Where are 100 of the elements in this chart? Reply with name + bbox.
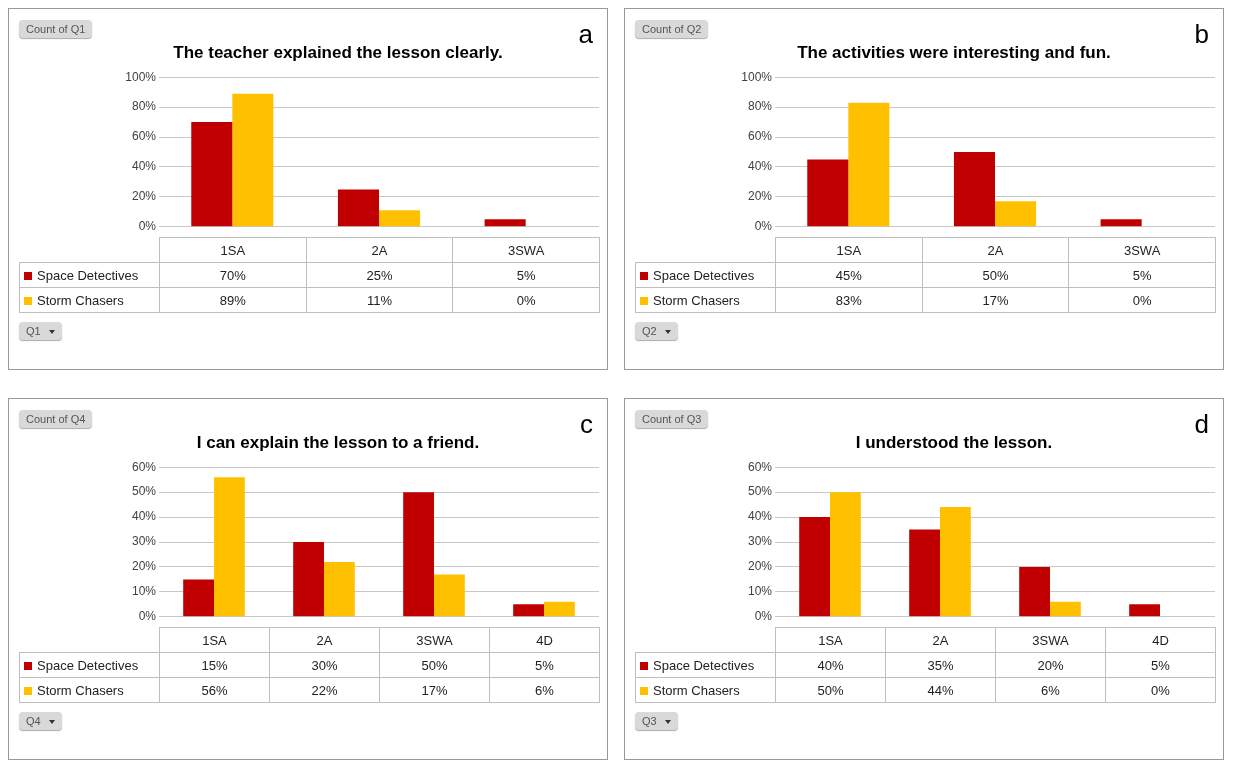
y-tick-label: 0% <box>138 609 157 624</box>
bar <box>830 492 861 617</box>
bar <box>191 122 233 227</box>
data-label: 83% <box>775 287 923 313</box>
bar <box>434 574 465 617</box>
bar <box>337 189 379 227</box>
bar <box>544 601 575 617</box>
chart-title: The activities were interesting and fun. <box>797 43 1111 62</box>
chart-title: I understood the lesson. <box>855 433 1053 452</box>
y-tick-label: 30% <box>747 534 773 549</box>
x-tick-label: 4D <box>489 627 600 653</box>
bar <box>1129 604 1160 617</box>
y-tick-label: 60% <box>747 459 773 474</box>
bar <box>293 542 324 617</box>
y-tick-label: 20% <box>131 189 157 204</box>
y-tick-label: 40% <box>131 159 157 174</box>
data-label: 56% <box>159 677 270 703</box>
y-tick-label: 60% <box>131 459 157 474</box>
bar <box>807 159 849 227</box>
y-tick-label: 100% <box>125 69 157 84</box>
data-label: 5% <box>489 652 600 678</box>
y-tick-label: 0% <box>754 609 773 624</box>
x-tick-label: 3SWA <box>1068 237 1216 263</box>
data-label: 0% <box>1068 287 1216 313</box>
data-label: 11% <box>306 287 453 313</box>
bar <box>324 561 355 617</box>
data-label: 70% <box>159 262 307 288</box>
x-tick-label: 1SA <box>159 237 307 263</box>
text: c <box>580 409 593 440</box>
data-label: 15% <box>159 652 270 678</box>
text: d <box>1194 409 1209 440</box>
bar <box>214 477 245 617</box>
data-label: 5% <box>1105 652 1216 678</box>
y-tick-label: 100% <box>741 69 773 84</box>
y-tick-label: 20% <box>131 559 157 574</box>
data-label: 17% <box>922 287 1069 313</box>
data-label: 89% <box>159 287 307 313</box>
bar <box>995 201 1037 227</box>
legend-label: Space Detectives <box>653 267 755 283</box>
x-tick-label: 3SWA <box>379 627 490 653</box>
y-tick-label: 30% <box>131 534 157 549</box>
y-tick-label: 10% <box>747 584 773 599</box>
bar <box>1050 601 1081 617</box>
text: Q4 <box>26 715 41 727</box>
x-tick-label: 2A <box>885 627 996 653</box>
legend-label: Space Detectives <box>37 657 139 673</box>
data-label: 40% <box>775 652 886 678</box>
bar <box>484 219 526 227</box>
text: Q3 <box>642 715 657 727</box>
y-tick-label: 80% <box>747 99 773 114</box>
text: Count of Q4 <box>19 410 93 428</box>
bar <box>1019 566 1050 617</box>
x-tick-label: 2A <box>269 627 380 653</box>
data-label: 20% <box>995 652 1106 678</box>
data-label: 50% <box>922 262 1069 288</box>
text: Count of Q2 <box>635 20 709 38</box>
x-tick-label: 4D <box>1105 627 1216 653</box>
x-tick-label: 3SWA <box>452 237 600 263</box>
y-tick-label: 60% <box>747 129 773 144</box>
bar <box>183 579 214 617</box>
data-label: 17% <box>379 677 490 703</box>
text: Q2 <box>642 325 657 337</box>
y-tick-label: 0% <box>754 219 773 234</box>
data-label: 5% <box>452 262 600 288</box>
x-tick-label: 1SA <box>775 627 886 653</box>
text: a <box>578 19 593 50</box>
y-tick-label: 50% <box>131 484 157 499</box>
y-tick-label: 0% <box>138 219 157 234</box>
chart-title: The teacher explained the lesson clearly. <box>173 43 503 62</box>
y-tick-label: 20% <box>747 189 773 204</box>
y-tick-label: 40% <box>131 509 157 524</box>
data-label: 6% <box>995 677 1106 703</box>
data-label: 45% <box>775 262 923 288</box>
data-label: 25% <box>306 262 453 288</box>
text: Count of Q1 <box>19 20 93 38</box>
bar <box>232 93 274 227</box>
text: Q1 <box>26 325 41 337</box>
y-tick-label: 40% <box>747 509 773 524</box>
y-tick-label: 10% <box>131 584 157 599</box>
legend-label: Storm Chasers <box>37 292 124 308</box>
data-label: 6% <box>489 677 600 703</box>
y-tick-label: 60% <box>131 129 157 144</box>
x-tick-label: 2A <box>922 237 1069 263</box>
bar <box>379 210 421 227</box>
bar <box>940 507 971 617</box>
legend-label: Storm Chasers <box>653 292 740 308</box>
bar <box>513 604 544 617</box>
data-label: 30% <box>269 652 380 678</box>
data-label: 22% <box>269 677 380 703</box>
data-label: 5% <box>1068 262 1216 288</box>
y-tick-label: 80% <box>131 99 157 114</box>
bar <box>909 529 940 617</box>
y-tick-label: 20% <box>747 559 773 574</box>
data-label: 35% <box>885 652 996 678</box>
bar <box>953 152 995 227</box>
text: Count of Q3 <box>635 410 709 428</box>
data-label: 0% <box>452 287 600 313</box>
data-label: 0% <box>1105 677 1216 703</box>
x-tick-label: 2A <box>306 237 453 263</box>
legend-label: Storm Chasers <box>37 682 124 698</box>
